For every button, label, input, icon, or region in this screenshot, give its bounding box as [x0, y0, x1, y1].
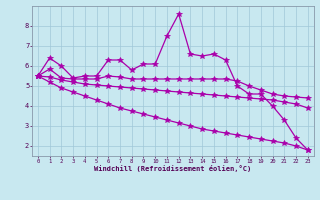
- X-axis label: Windchill (Refroidissement éolien,°C): Windchill (Refroidissement éolien,°C): [94, 165, 252, 172]
